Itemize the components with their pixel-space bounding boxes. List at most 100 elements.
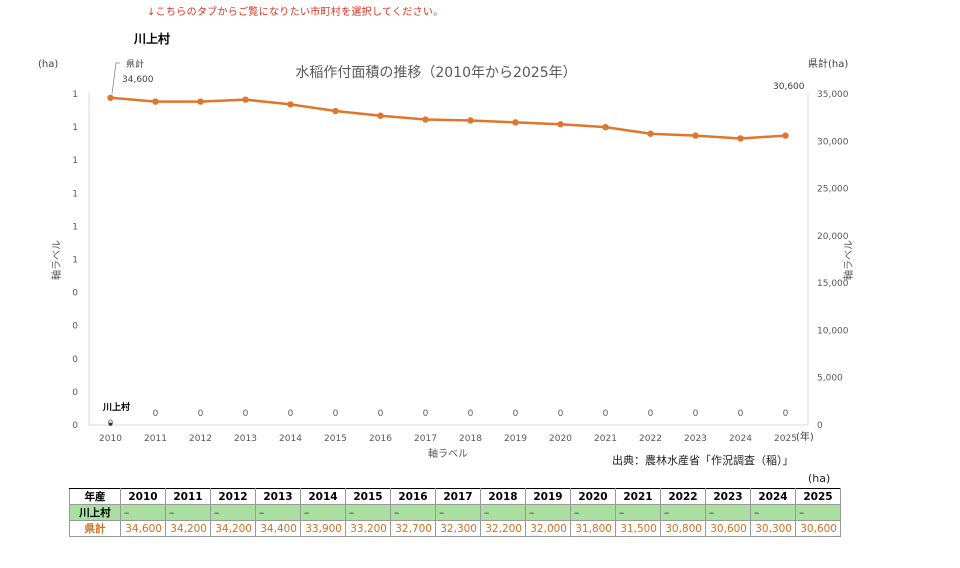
table-year-header: 2021 — [615, 488, 661, 505]
source-note: 出典：農林水産省「作況調査（稲）」 — [612, 454, 794, 467]
chart-title: 水稲作付面積の推移（2010年から2025年） — [295, 65, 576, 81]
data-point-prefecture — [242, 96, 249, 103]
table-year-header: 2018 — [480, 488, 526, 505]
right-tick-label: 15,000 — [817, 279, 849, 289]
x-tick-label: 2014 — [279, 434, 302, 444]
table-year-header: 2014 — [300, 488, 346, 505]
table-cell: 32,200 — [480, 520, 526, 537]
left-axis-unit: (ha) — [38, 59, 58, 70]
line-chart: 水稲作付面積の推移（2010年から2025年）(ha) 県計(ha)軸ラベル 軸ラベ… — [38, 57, 855, 460]
data-label-village: 0 — [153, 409, 159, 419]
x-tick-label: 2021 — [594, 434, 617, 444]
data-point-prefecture — [377, 112, 384, 119]
x-tick-label: 2025 — [774, 434, 797, 444]
table-cell: – — [660, 504, 706, 521]
data-point-prefecture — [737, 135, 744, 142]
data-point-prefecture — [647, 130, 654, 137]
table-year-header: 2025 — [795, 488, 841, 505]
table-cell: – — [345, 504, 391, 521]
left-tick-label: 0 — [72, 421, 78, 431]
data-label-village: 0 — [648, 409, 654, 419]
right-tick-label: 10,000 — [817, 326, 849, 336]
x-axis-label: 軸ラベル — [428, 447, 468, 460]
table-cell: 34,600 — [120, 520, 166, 537]
table-year-header: 2013 — [255, 488, 301, 505]
data-point-prefecture — [467, 117, 474, 124]
x-tick-label: 2015 — [324, 434, 347, 444]
left-axis-label: 軸ラベル — [50, 240, 63, 280]
table-cell: – — [525, 504, 571, 521]
data-point-prefecture — [332, 107, 339, 115]
data-point-prefecture — [422, 116, 429, 123]
left-tick-label: 0 — [72, 289, 78, 299]
left-tick-label: 0 — [72, 355, 78, 365]
right-axis-label: 軸ラベル — [842, 240, 855, 280]
data-label-village: 0 — [288, 409, 294, 419]
annotation-prefecture-label: 県計 — [126, 58, 144, 70]
x-tick-label: 2017 — [414, 434, 437, 444]
data-label-village: 0 — [783, 409, 789, 419]
table-cell: 30,600 — [795, 520, 841, 537]
x-tick-label: 2020 — [549, 434, 572, 444]
table-row-label: 県計 — [69, 520, 121, 537]
data-label-village: 0 — [558, 409, 564, 419]
data-label-village: 0 — [243, 409, 249, 419]
x-tick-label: 2010 — [99, 434, 122, 444]
data-label-village: 0 — [423, 409, 429, 419]
x-tick-label: 2019 — [504, 434, 527, 444]
x-tick-label: 2022 — [639, 434, 662, 444]
data-point-prefecture — [692, 132, 699, 139]
x-tick-label: 2012 — [189, 434, 212, 444]
data-point-village — [109, 422, 112, 426]
table-cell: 34,400 — [255, 520, 301, 537]
table-header-row: 年産 2010 2011 2012 2013 2014 2015 2016 2017 2018 2… — [69, 488, 841, 505]
x-tick-label: 2023 — [684, 434, 707, 444]
table-year-header: 2010 — [120, 488, 166, 505]
table-cell: 32,700 — [390, 520, 436, 537]
table-year-header: 2016 — [390, 488, 436, 505]
table-cell: – — [255, 504, 301, 521]
table-row-prefecture: 県計 34,600 34,200 34,200 34,400 33,900 33,200 3… — [69, 520, 841, 537]
data-label-village: 0 — [468, 409, 474, 419]
table-cell: – — [210, 504, 256, 521]
village-title: 川上村 — [134, 32, 171, 46]
table-cell: – — [390, 504, 436, 521]
data-label-village: 0 — [198, 409, 204, 419]
right-tick-label: 20,000 — [817, 232, 849, 242]
table-cell: 30,600 — [705, 520, 751, 537]
left-tick-label: 1 — [72, 222, 78, 232]
x-tick-label: 2016 — [369, 434, 392, 444]
data-point-prefecture — [512, 119, 519, 126]
table-cell: – — [750, 504, 796, 521]
annotation-village-label: 川上村 — [102, 401, 130, 413]
table-year-header: 2017 — [435, 488, 481, 505]
left-tick-label: 1 — [72, 256, 78, 266]
annotation-prefecture-end: 30,600 — [773, 82, 805, 92]
left-tick-label: 1 — [72, 90, 78, 100]
table-year-header: 2023 — [705, 488, 751, 505]
right-tick-label: 5,000 — [817, 374, 843, 384]
table-cell: 33,900 — [300, 520, 346, 537]
right-tick-label: 25,000 — [817, 185, 849, 195]
data-point-prefecture — [197, 98, 204, 105]
table-cell: 31,500 — [615, 520, 661, 537]
table-cell: 32,300 — [435, 520, 481, 537]
table-cell: – — [120, 504, 166, 521]
left-tick-label: 1 — [72, 156, 78, 166]
table-header-label: 年産 — [69, 488, 121, 505]
annotation-prefecture-start: 34,600 — [122, 75, 154, 85]
table-cell: – — [480, 504, 526, 521]
table-cell: – — [615, 504, 661, 521]
right-tick-label: 30,000 — [817, 137, 849, 147]
table-year-header: 2024 — [750, 488, 796, 505]
table-cell: – — [435, 504, 481, 521]
data-point-prefecture — [782, 132, 789, 139]
left-tick-label: 0 — [72, 388, 78, 398]
right-tick-label: 0 — [817, 421, 823, 431]
table-year-header: 2019 — [525, 488, 571, 505]
table-year-header: 2015 — [345, 488, 391, 505]
table-cell: 30,800 — [660, 520, 706, 537]
left-tick-label: 1 — [72, 123, 78, 133]
left-tick-label: 0 — [72, 322, 78, 332]
table-cell: – — [570, 504, 616, 521]
